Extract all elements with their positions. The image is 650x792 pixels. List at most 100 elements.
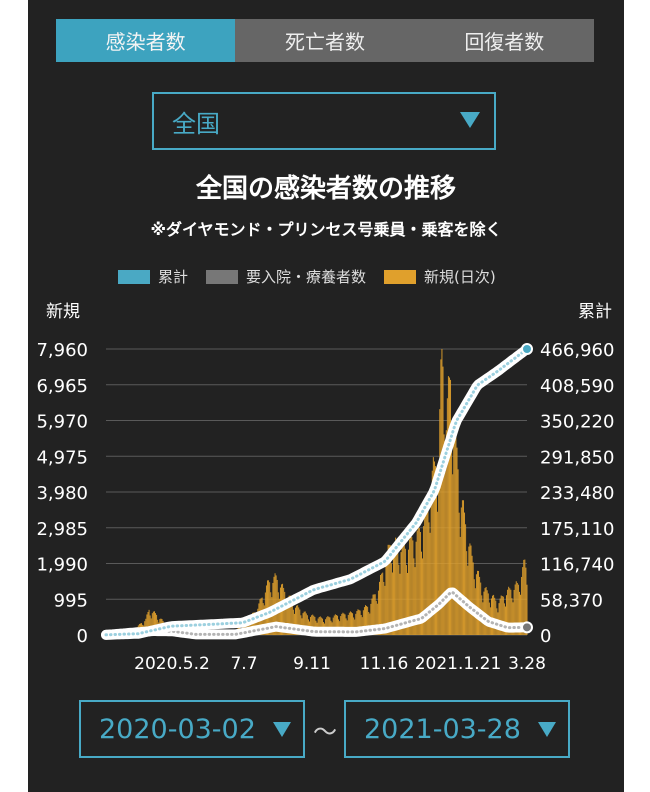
legend-item-hospitalized[interactable]: 要入院・療養者数 (206, 266, 366, 287)
new-cases-bar (425, 497, 427, 635)
new-cases-bar (512, 602, 514, 635)
new-cases-bar (310, 616, 312, 635)
new-cases-bar (254, 612, 256, 635)
new-cases-bar (491, 598, 492, 635)
new-cases-bar (525, 567, 527, 635)
y-right-tick: 116,740 (540, 555, 614, 576)
new-cases-bar (278, 598, 280, 635)
new-cases-bar (511, 598, 513, 635)
new-cases-bar (389, 545, 391, 635)
new-cases-bar (472, 562, 474, 635)
new-cases-bar (517, 584, 519, 635)
new-cases-bar (363, 607, 365, 635)
new-cases-bar (398, 564, 400, 635)
new-cases-bar (492, 595, 494, 635)
new-cases-bar (437, 511, 439, 635)
cumulative-end-point (521, 343, 533, 355)
new-cases-bar (471, 555, 473, 635)
new-cases-bar (375, 600, 377, 635)
new-cases-bar (345, 618, 347, 635)
new-cases-bar (357, 609, 359, 635)
new-cases-bar (407, 572, 408, 635)
new-cases-bar (411, 536, 413, 635)
new-cases-bar (148, 609, 150, 635)
new-cases-bar (343, 613, 345, 635)
new-cases-bar (393, 550, 394, 635)
new-cases-bar (405, 565, 407, 635)
new-cases-bar (388, 544, 390, 635)
legend-item-new[interactable]: 新規(日次) (384, 266, 496, 287)
y-left-tick: 2,985 (36, 519, 88, 540)
new-cases-bar (421, 551, 422, 635)
new-cases-bar (290, 598, 292, 635)
new-cases-bar (456, 447, 458, 635)
new-cases-bar (297, 605, 299, 635)
new-cases-bar (371, 598, 373, 635)
y-left-tick: 995 (54, 590, 88, 611)
new-cases-bar (447, 376, 449, 635)
new-cases-bar (524, 559, 526, 635)
new-cases-bar (445, 430, 447, 635)
new-cases-bar (408, 549, 410, 635)
new-cases-bar (367, 606, 369, 635)
tab-deaths[interactable]: 死亡者数 (235, 19, 415, 62)
new-cases-bar (382, 572, 384, 635)
new-cases-bar (292, 609, 294, 635)
new-cases-bar (347, 614, 349, 635)
new-cases-bar (452, 474, 454, 635)
new-cases-bar (417, 524, 419, 635)
new-cases-bar (305, 613, 307, 635)
tab-recoveries[interactable]: 回復者数 (414, 19, 594, 62)
new-cases-bar (146, 614, 148, 635)
tab-infections[interactable]: 感染者数 (56, 19, 236, 62)
chart-panel (28, 0, 624, 792)
new-cases-bar (493, 594, 495, 635)
new-cases-bar (433, 461, 435, 635)
new-cases-bar (318, 617, 320, 635)
start-date-select[interactable]: 2020-03-02 (79, 700, 305, 758)
new-cases-bar (479, 576, 481, 635)
new-cases-bar (352, 613, 354, 635)
legend-label-cumulative: 累計 (158, 268, 189, 286)
new-cases-bar (427, 499, 429, 635)
region-select[interactable]: 全国 (152, 92, 496, 150)
new-cases-bar (283, 587, 285, 635)
new-cases-bar (295, 607, 296, 635)
new-cases-bar (428, 522, 430, 635)
new-cases-bar (404, 548, 406, 635)
hospitalized-line (104, 590, 528, 637)
new-cases-bar (430, 491, 432, 635)
new-cases-bar (506, 595, 507, 635)
new-cases-bar (520, 594, 521, 635)
end-date-select[interactable]: 2021-03-28 (344, 700, 570, 758)
new-cases-bar (306, 615, 308, 635)
new-cases-bar (503, 603, 505, 635)
new-cases-bar (466, 551, 468, 635)
new-cases-bar (396, 542, 398, 635)
x-tick-label: 11.16 (360, 654, 409, 674)
new-cases-bar (443, 434, 445, 635)
new-cases-bar (416, 530, 418, 635)
new-cases-bar (370, 603, 372, 635)
new-cases-bar (365, 605, 366, 635)
new-cases-bar (302, 613, 304, 635)
legend-swatch-new (384, 269, 417, 284)
new-cases-bar (459, 536, 461, 635)
y-right-tick: 350,220 (540, 412, 614, 433)
new-cases-bar (424, 509, 426, 635)
start-date-value: 2020-03-02 (99, 713, 256, 745)
new-cases-bar (147, 611, 149, 635)
y-left-tick: 5,970 (36, 412, 88, 433)
new-cases-bar (299, 609, 301, 635)
new-cases-bar (507, 589, 509, 635)
new-cases-bar (341, 613, 343, 635)
new-cases-bar (337, 615, 338, 635)
legend-item-cumulative[interactable]: 累計 (118, 266, 188, 287)
new-cases-bar (390, 563, 392, 635)
new-cases-bar (362, 610, 364, 635)
new-cases-bar (429, 532, 431, 635)
new-cases-bar (332, 617, 334, 635)
new-cases-bar (153, 611, 155, 635)
new-cases-bar (460, 507, 462, 635)
new-cases-bar (453, 429, 455, 635)
